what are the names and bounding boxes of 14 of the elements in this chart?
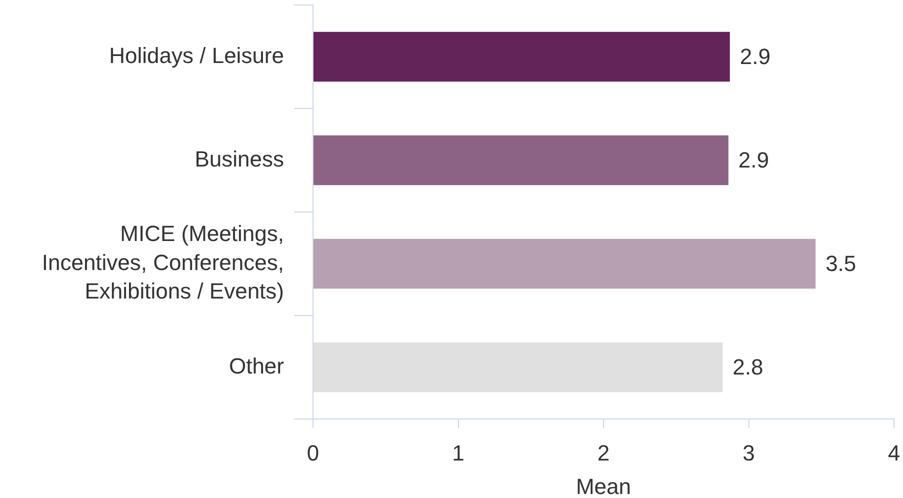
x-tick-label: 3 (742, 440, 755, 466)
x-tick-label: 4 (888, 440, 900, 466)
x-tick-label: 1 (452, 440, 464, 466)
x-tick-label: 0 (306, 440, 320, 466)
data-label: 2.9 (738, 147, 770, 172)
data-label: 3.5 (826, 250, 856, 276)
data-label: 2.8 (732, 354, 764, 380)
y-tick-label: Other (228, 353, 284, 378)
x-axis-title: Mean (576, 474, 632, 498)
data-label: 2.9 (740, 44, 770, 69)
x-tick-label: 2 (597, 440, 610, 466)
y-tick-label: Holidays / Leisure (109, 42, 284, 68)
y-tick-label: Business (194, 146, 284, 172)
y-tick-label: MICE (Meetings, Incentives, Conferences, Exhibitions / Events) (42, 221, 284, 304)
